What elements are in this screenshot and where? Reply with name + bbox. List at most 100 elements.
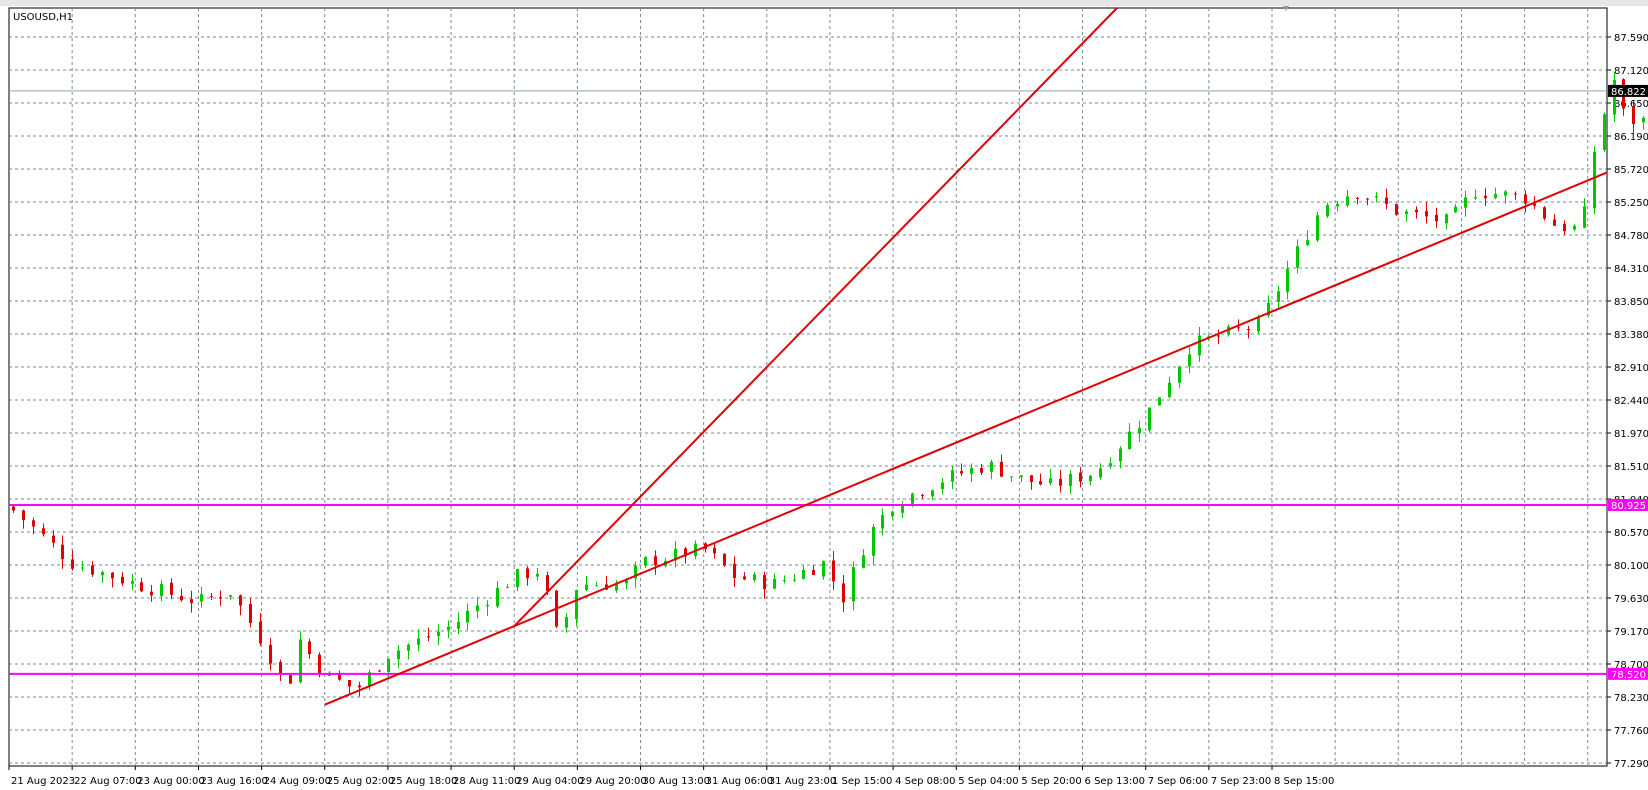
candle-body [397,650,400,660]
time-tick-label: 23 Aug 00:00 [137,776,204,787]
candle-body [862,555,865,568]
candle-body [1257,317,1260,332]
candle-body [111,572,114,579]
chart-shift-marker-icon[interactable] [1283,6,1289,11]
candle-body [872,526,875,556]
candle-body [812,570,815,575]
time-tick-label: 30 Aug 13:00 [643,776,710,787]
candle-body [901,505,904,513]
candle-body [338,674,341,680]
trendline[interactable] [513,7,1118,627]
candle-body [1079,472,1082,482]
candle-body [1454,206,1457,213]
candle-body [160,584,163,597]
candle-body [743,576,746,580]
candle-body [1494,194,1497,199]
candle-body [684,548,687,557]
candle-body [496,587,499,607]
candle-body [1504,191,1507,196]
candle-body [466,610,469,623]
candle-body [1049,478,1052,484]
candle-body [970,468,973,474]
price-tick-label: 80.570 [1614,528,1648,539]
candle-body [131,581,134,584]
candle-body [1168,382,1171,398]
candle-body [358,685,361,688]
price-tick-label: 80.100 [1614,561,1648,572]
price-tick-label: 85.720 [1614,165,1648,176]
candle-body [931,490,934,497]
chart-window[interactable]: 87.590 87.120 86.650 86.190 85.720 85.250 84.7… [0,6,1648,790]
candle-body [1247,328,1250,330]
time-tick-label: 22 Aug 07:00 [74,776,141,787]
candle-body [585,584,588,590]
candle-body [1069,473,1072,487]
candle-body [1316,215,1319,241]
candle-body [1533,203,1536,206]
time-tick-label: 29 Aug 04:00 [516,776,583,787]
candle-body [1603,114,1606,151]
price-tick-label: 85.250 [1614,198,1648,209]
plot-area[interactable] [8,7,1608,767]
price-tick-label: 86.650 [1614,99,1648,110]
candle-body [802,570,805,579]
candle-body [1198,335,1201,356]
time-tick-label: 21 Aug 2023 [11,776,75,787]
candle-body [1188,354,1191,367]
candle-body [980,468,983,473]
price-tick-label: 82.440 [1614,396,1648,407]
price-tick-label: 78.700 [1614,660,1648,671]
candle-body [753,574,756,581]
candle-body [1010,476,1013,478]
candle-body [783,580,786,582]
candle-body [1178,366,1181,383]
candle-body [1099,468,1102,478]
candle-body [101,572,104,576]
candle-body [1484,195,1487,199]
time-tick-label: 8 Sep 15:00 [1274,776,1334,787]
candle-body [832,560,835,582]
candle-body [526,568,529,579]
price-chart[interactable]: 87.590 87.120 86.650 86.190 85.720 85.250 84.7… [0,6,1648,790]
candle-body [1395,204,1398,215]
candle-body [951,470,954,482]
bid-price-label: 86.822 [1611,87,1646,98]
bid-label-bg [1608,84,1648,97]
candle-body [1138,428,1141,434]
price-tick-label: 81.510 [1614,462,1648,473]
time-tick-label: 4 Sep 08:00 [895,776,955,787]
candle-body [348,680,351,687]
candle-body [1109,463,1112,467]
candle-body [1553,219,1556,226]
candle-body [1642,117,1645,123]
candle-body [1326,204,1329,217]
trendline[interactable] [324,171,1608,706]
candle-body [1613,79,1616,115]
candle-body [1543,207,1546,219]
candle-body [1385,197,1388,205]
symbol-label: USOUSD,H1 [13,12,73,23]
candle-body [269,644,272,664]
candle-body [1148,407,1151,431]
candle-body [674,548,677,561]
candle-body [1296,246,1299,268]
candle-body [1375,196,1378,198]
price-tick-label: 79.630 [1614,594,1648,605]
price-tick-label: 81.970 [1614,429,1648,440]
candle-body [476,605,479,612]
candle-body [852,567,855,602]
candle-body [1524,194,1527,204]
candle-body [52,535,55,543]
time-tick-label: 6 Sep 13:00 [1085,776,1145,787]
price-tick-label: 77.760 [1614,726,1648,737]
candle-body [368,672,371,687]
candle-body [318,654,321,675]
candle-body [140,582,143,592]
candle-body [1336,203,1339,207]
overlays[interactable] [9,7,1608,706]
candle-body [1435,214,1438,222]
candle-body [1346,196,1349,206]
candle-body [1563,223,1566,232]
candle-body [1119,448,1122,462]
